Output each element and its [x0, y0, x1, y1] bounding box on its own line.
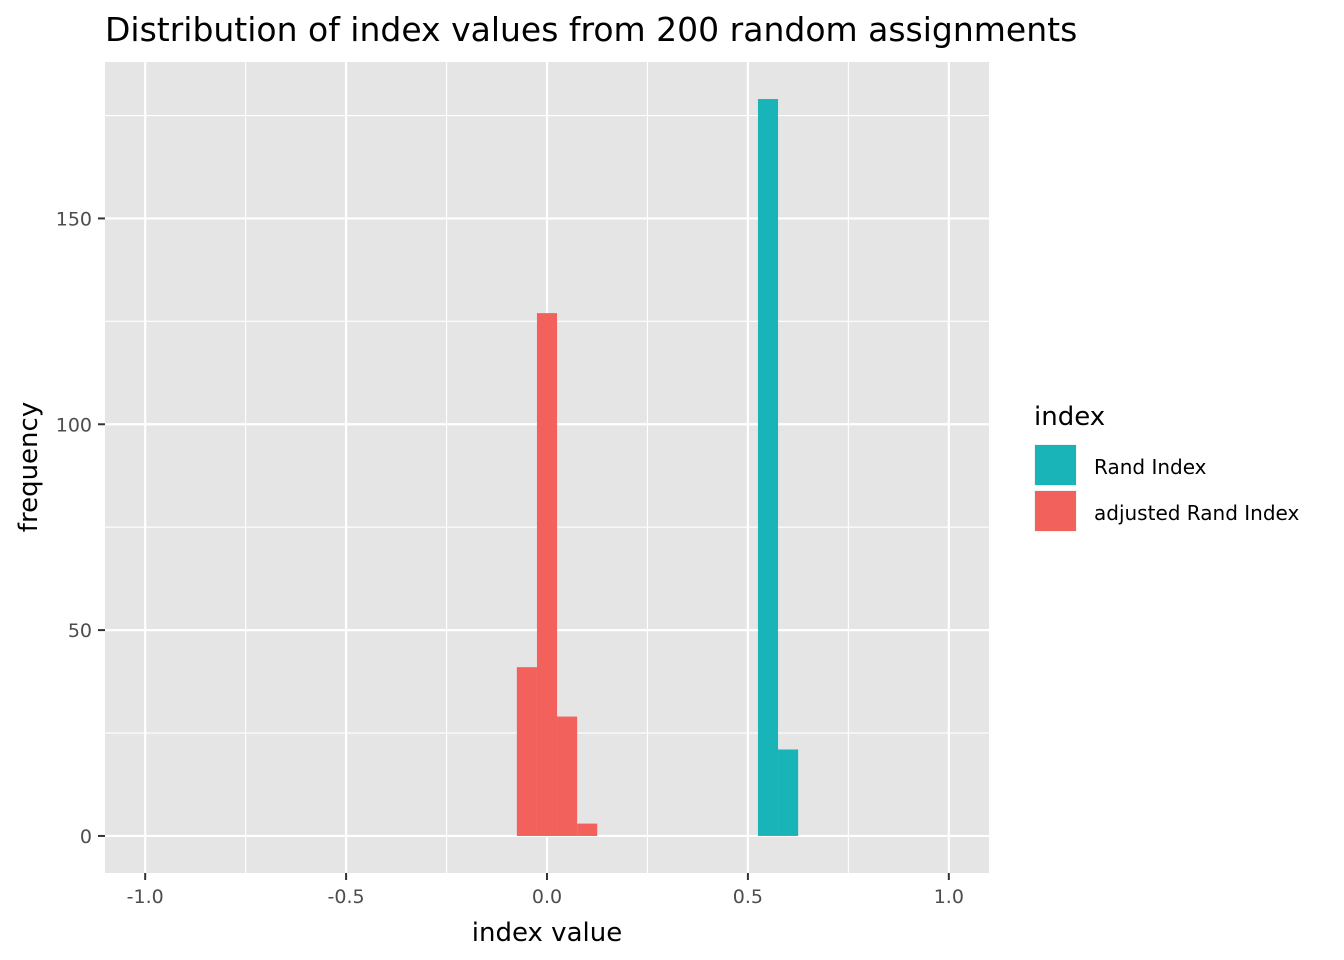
- y-tick-label: 50: [68, 620, 92, 642]
- legend-swatch-rand-index: [1035, 445, 1076, 485]
- legend-title: index: [1034, 402, 1105, 432]
- y-axis-title: frequency: [14, 402, 44, 532]
- y-axis: 0 50 100 150: [56, 208, 105, 848]
- bar-adjusted-rand-index: [516, 667, 537, 836]
- x-tick-label: 1.0: [934, 886, 964, 908]
- y-tick-label: 100: [56, 414, 92, 436]
- y-tick-label: 0: [80, 826, 92, 848]
- x-axis: -1.0 -0.5 0.0 0.5 1.0: [127, 873, 964, 908]
- x-axis-title: index value: [472, 918, 622, 948]
- legend-label-adjusted-rand-index: adjusted Rand Index: [1094, 501, 1299, 525]
- bar-adjusted-rand-index: [536, 313, 558, 836]
- x-tick-label: -1.0: [127, 886, 164, 908]
- chart-title: Distribution of index values from 200 ra…: [105, 10, 1077, 49]
- bar-rand-index: [757, 99, 779, 836]
- legend: index Rand Index adjusted Rand Index: [1034, 402, 1299, 532]
- bar-adjusted-rand-index: [557, 716, 578, 836]
- histogram-bars: [516, 99, 799, 836]
- bar-adjusted-rand-index: [577, 823, 598, 836]
- x-tick-label: -0.5: [328, 886, 365, 908]
- y-tick-label: 150: [56, 208, 92, 230]
- x-tick-label: 0.0: [532, 886, 562, 908]
- bar-rand-index: [778, 749, 799, 836]
- legend-swatch-adjusted-rand-index: [1035, 491, 1076, 531]
- legend-label-rand-index: Rand Index: [1094, 455, 1207, 479]
- x-tick-label: 0.5: [733, 886, 763, 908]
